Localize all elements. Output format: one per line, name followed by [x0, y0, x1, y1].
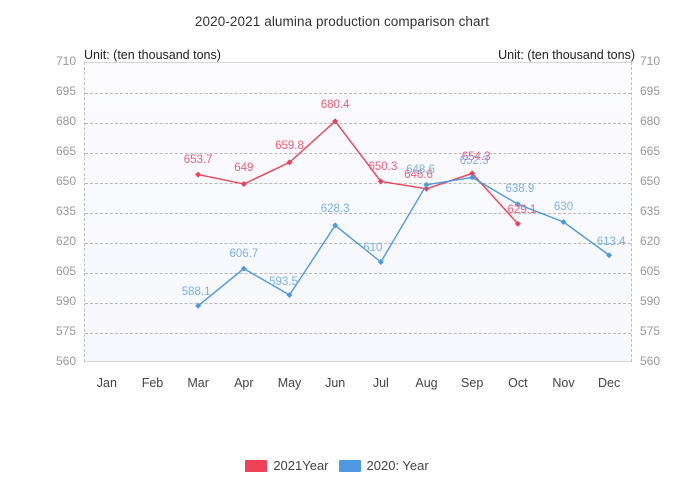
data-point-label: 638.9: [505, 183, 535, 196]
data-point-label: 649: [234, 162, 254, 174]
y-axis-tick-left: 635: [55, 204, 76, 218]
y-axis-tick-right: 605: [640, 264, 661, 278]
x-axis-tick: Nov: [552, 376, 575, 390]
data-point-label: 610: [363, 242, 383, 254]
legend-label: 2021Year: [273, 458, 329, 473]
legend-label: 2020: Year: [366, 458, 429, 473]
y-axis-tick-right: 680: [640, 114, 661, 128]
data-point-label: 606.7: [229, 247, 259, 260]
gridline: [85, 333, 631, 334]
data-point-label: 588.1: [181, 285, 211, 298]
data-point-label: 629.1: [507, 203, 537, 216]
data-point-label: 654.3: [461, 151, 491, 164]
y-axis-tick-right: 620: [640, 234, 661, 248]
y-axis-tick-right: 665: [640, 144, 661, 158]
y-axis-tick-left: 665: [55, 144, 76, 158]
unit-label-right: Unit: (ten thousand tons): [498, 48, 635, 62]
y-axis-tick-right: 575: [640, 324, 661, 338]
x-axis-tick: May: [277, 376, 302, 390]
x-axis-tick: Jul: [372, 376, 389, 390]
y-axis-tick-right: 650: [640, 174, 661, 188]
x-axis-tick: Jun: [325, 376, 346, 390]
gridline: [85, 183, 631, 184]
x-axis-tick: Feb: [141, 376, 164, 390]
gridline: [85, 93, 631, 94]
data-point-label: 628.3: [320, 203, 350, 216]
data-point-label: 593.5: [269, 276, 298, 288]
x-axis-tick: Jan: [96, 376, 117, 390]
gridline: [85, 123, 631, 124]
y-axis-tick-left: 710: [55, 54, 76, 68]
gridline: [85, 303, 631, 304]
legend-item[interactable]: 2021Year: [245, 458, 329, 473]
y-axis-tick-left: 695: [55, 84, 76, 98]
x-axis-tick: Aug: [415, 376, 438, 390]
x-axis-tick: Sep: [461, 376, 484, 390]
y-axis-tick-left: 590: [55, 294, 76, 308]
x-axis-tick: Apr: [234, 376, 254, 390]
gridline: [85, 273, 631, 274]
gridline: [85, 153, 631, 154]
y-axis-tick-right: 635: [640, 204, 661, 218]
data-point-label: 630: [553, 201, 574, 213]
y-axis-tick-left: 620: [55, 234, 76, 248]
y-axis-tick-right: 560: [640, 354, 661, 368]
data-point-label: 652.3: [459, 155, 489, 168]
x-axis-tick: Mar: [187, 376, 209, 390]
y-axis-tick-right: 695: [640, 84, 661, 98]
gridline: [85, 213, 631, 214]
data-point-label: 680.4: [320, 99, 350, 112]
y-axis-tick-left: 605: [55, 264, 76, 278]
unit-label-left: Unit: (ten thousand tons): [84, 48, 221, 62]
legend-swatch: [338, 459, 361, 472]
gridline: [85, 243, 631, 244]
y-axis-tick-left: 680: [55, 114, 76, 128]
page-title: 2020-2021 alumina production comparison …: [194, 14, 490, 29]
x-axis-tick: Dec: [598, 376, 621, 390]
y-axis-tick-left: 575: [55, 324, 76, 338]
legend-swatch: [245, 459, 268, 472]
data-point-label: 650.3: [368, 161, 398, 174]
data-point-label: 653.7: [183, 153, 213, 166]
legend-item[interactable]: 2020: Year: [338, 458, 429, 473]
data-point-label: 659.8: [275, 140, 304, 153]
y-axis-tick-left: 650: [55, 174, 76, 188]
data-point-label: 648.6: [406, 163, 435, 176]
chart-legend: 2021Year 2020: Year: [0, 458, 684, 473]
x-axis-tick: Oct: [508, 376, 528, 390]
plot-area: [84, 62, 632, 362]
data-point-label: 646.6: [404, 168, 433, 181]
y-axis-tick-left: 560: [55, 354, 76, 368]
data-point-label: 613.4: [596, 236, 626, 249]
y-axis-tick-right: 590: [640, 294, 661, 308]
y-axis-tick-right: 710: [640, 54, 661, 68]
